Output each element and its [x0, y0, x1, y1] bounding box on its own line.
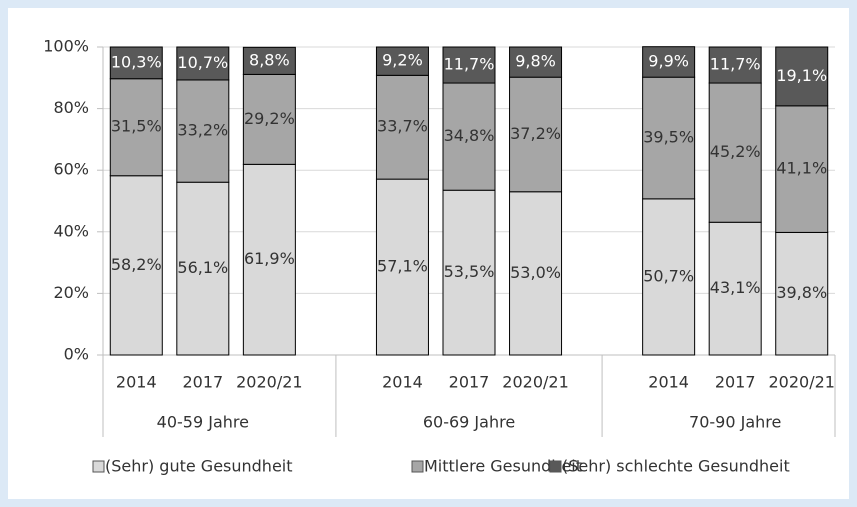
- y-tick-label: 100%: [43, 37, 89, 56]
- value-label: 45,2%: [710, 142, 761, 161]
- bar-segment: [509, 46, 563, 78]
- value-label: 58,2%: [111, 255, 162, 274]
- y-tick-label: 0%: [64, 345, 89, 364]
- group-label: 40-59 Jahre: [157, 413, 249, 432]
- bar-segment: [242, 46, 296, 75]
- value-label: 33,7%: [377, 117, 428, 136]
- y-tick-label: 20%: [53, 283, 89, 302]
- value-label: 53,0%: [510, 263, 561, 282]
- bar-segment: [176, 46, 230, 81]
- x-tick-label: 2020/21: [768, 373, 834, 392]
- legend-swatch: [411, 460, 424, 473]
- bar-segment: [442, 46, 496, 84]
- x-tick-label: 2017: [182, 373, 223, 392]
- bar-segment: [642, 198, 696, 356]
- legend-swatch: [549, 460, 562, 473]
- value-label: 39,8%: [776, 283, 827, 302]
- bar-segment: [509, 191, 563, 356]
- value-label: 57,1%: [377, 257, 428, 276]
- value-label: 34,8%: [444, 126, 495, 145]
- bar-segment: [775, 231, 829, 356]
- bar-segment: [242, 73, 296, 165]
- value-label: 53,5%: [444, 262, 495, 281]
- value-label: 19,1%: [776, 66, 827, 85]
- x-tick-label: 2020/21: [236, 373, 302, 392]
- x-tick-label: 2017: [715, 373, 756, 392]
- bar-segment: [442, 82, 496, 191]
- value-label: 10,3%: [111, 52, 162, 71]
- value-label: 39,5%: [643, 128, 694, 147]
- legend-label: (Sehr) gute Gesundheit: [105, 457, 293, 476]
- bar-segment: [109, 175, 163, 356]
- value-label: 61,9%: [244, 249, 295, 268]
- value-label: 37,2%: [510, 124, 561, 143]
- legend-label: (Sehr) schlechte Gesundheit: [562, 457, 790, 476]
- value-label: 56,1%: [177, 258, 228, 277]
- value-label: 11,7%: [710, 55, 761, 74]
- x-tick-label: 2014: [116, 373, 157, 392]
- y-tick-label: 60%: [53, 160, 89, 179]
- x-tick-label: 2014: [648, 373, 689, 392]
- value-label: 10,7%: [177, 53, 228, 72]
- value-label: 50,7%: [643, 266, 694, 285]
- value-label: 29,2%: [244, 109, 295, 128]
- bar-segment: [775, 105, 829, 233]
- bar-segment: [509, 76, 563, 193]
- x-tick-label: 2014: [382, 373, 423, 392]
- value-label: 41,1%: [776, 159, 827, 178]
- bar-segment: [375, 74, 429, 180]
- value-label: 9,9%: [648, 51, 689, 70]
- bar-segment: [109, 78, 163, 177]
- value-label: 33,2%: [177, 121, 228, 140]
- value-label: 9,8%: [515, 52, 556, 71]
- value-label: 11,7%: [444, 55, 495, 74]
- y-tick-label: 80%: [53, 98, 89, 117]
- bar-segment: [176, 79, 230, 183]
- x-tick-label: 2020/21: [502, 373, 568, 392]
- bar-segment: [775, 46, 829, 107]
- bar-segment: [176, 181, 230, 356]
- group-label: 70-90 Jahre: [689, 413, 781, 432]
- value-label: 9,2%: [382, 51, 423, 70]
- bar-segment: [708, 221, 762, 356]
- legend-label: Mittlere Gesundheit: [424, 457, 582, 476]
- y-tick-label: 40%: [53, 221, 89, 240]
- bar-segment: [375, 46, 429, 76]
- legend-swatch: [92, 460, 105, 473]
- bar-segment: [642, 76, 696, 200]
- bar-segment: [708, 46, 762, 84]
- bar-segment: [642, 46, 696, 78]
- value-label: 8,8%: [249, 50, 290, 69]
- value-label: 31,5%: [111, 117, 162, 136]
- value-label: 43,1%: [710, 278, 761, 297]
- bar-segment: [375, 178, 429, 356]
- group-label: 60-69 Jahre: [423, 413, 515, 432]
- x-tick-label: 2017: [449, 373, 490, 392]
- bar-segment: [442, 189, 496, 356]
- bar-segment: [109, 46, 163, 80]
- bar-segment: [242, 163, 296, 356]
